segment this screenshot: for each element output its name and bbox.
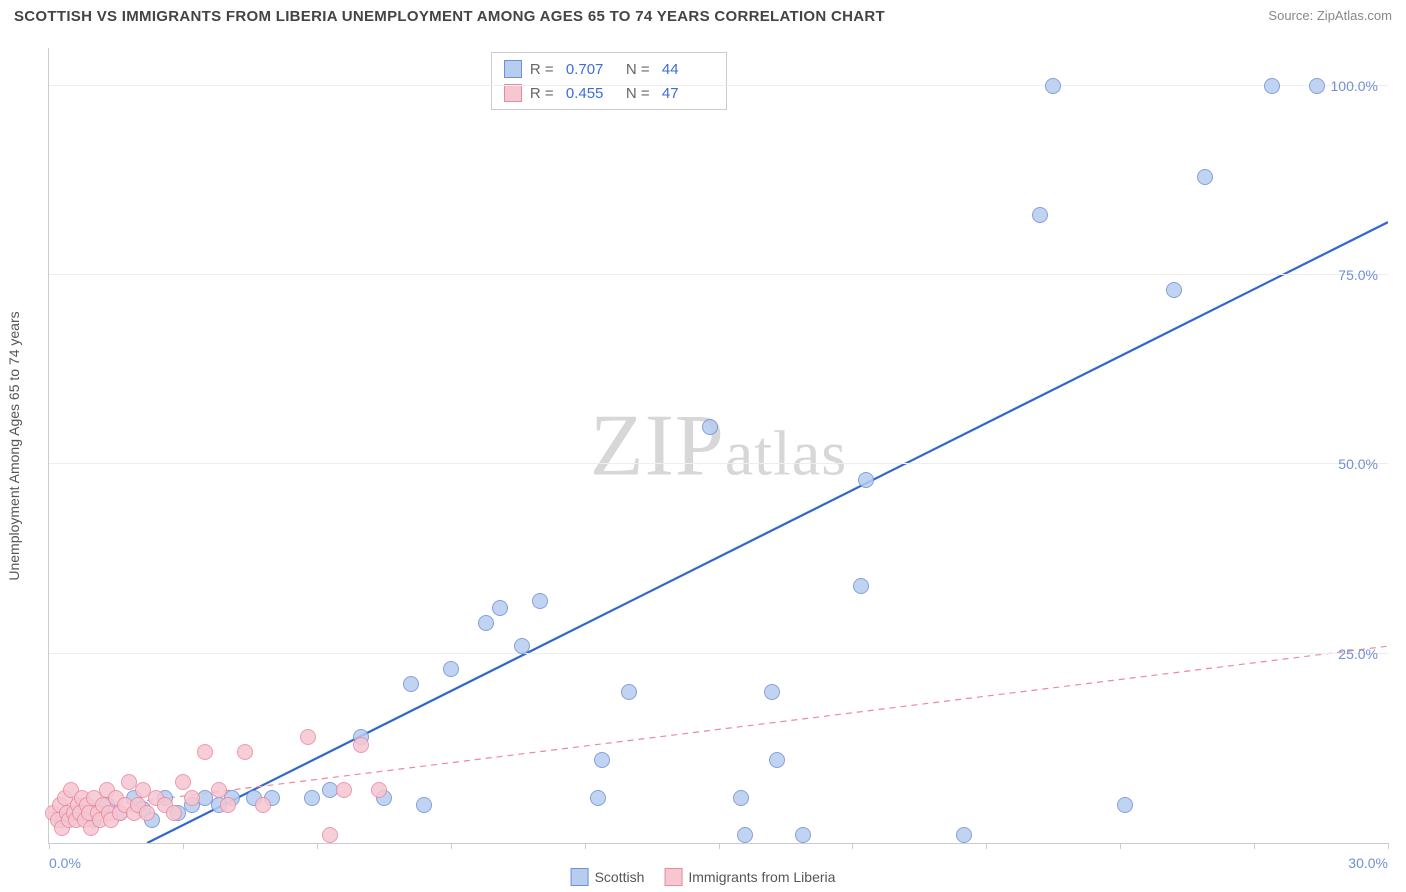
legend-bottom: Scottish Immigrants from Liberia bbox=[571, 868, 836, 886]
data-point bbox=[858, 472, 874, 488]
gridline bbox=[49, 274, 1388, 275]
data-point bbox=[139, 805, 155, 821]
data-point bbox=[737, 827, 753, 843]
x-tick bbox=[585, 843, 586, 849]
r-label-1: R = bbox=[530, 61, 558, 78]
data-point bbox=[733, 790, 749, 806]
gridline bbox=[49, 85, 1388, 86]
x-tick bbox=[49, 843, 50, 849]
x-tick bbox=[1388, 843, 1389, 849]
source-link[interactable]: ZipAtlas.com bbox=[1317, 8, 1392, 23]
data-point bbox=[478, 615, 494, 631]
data-point bbox=[1264, 78, 1280, 94]
y-axis-label: Unemployment Among Ages 65 to 74 years bbox=[6, 311, 22, 580]
n-label-1: N = bbox=[626, 61, 654, 78]
swatch-scottish bbox=[504, 60, 522, 78]
data-point bbox=[403, 676, 419, 692]
data-point bbox=[184, 790, 200, 806]
trend-line bbox=[147, 222, 1388, 843]
n-value-scottish: 44 bbox=[662, 61, 714, 78]
data-point bbox=[255, 797, 271, 813]
data-point bbox=[304, 790, 320, 806]
source-label: Source: bbox=[1268, 8, 1313, 23]
data-point bbox=[621, 684, 637, 700]
y-tick-label: 50.0% bbox=[1338, 456, 1378, 472]
data-point bbox=[532, 593, 548, 609]
trend-lines-layer bbox=[49, 48, 1388, 843]
n-label-2: N = bbox=[626, 85, 654, 102]
x-tick bbox=[719, 843, 720, 849]
data-point bbox=[1166, 282, 1182, 298]
data-point bbox=[336, 782, 352, 798]
swatch-liberia bbox=[504, 84, 522, 102]
data-point bbox=[590, 790, 606, 806]
data-point bbox=[514, 638, 530, 654]
data-point bbox=[416, 797, 432, 813]
data-point bbox=[1032, 207, 1048, 223]
source: Source: ZipAtlas.com bbox=[1268, 8, 1392, 23]
x-tick bbox=[1120, 843, 1121, 849]
data-point bbox=[237, 744, 253, 760]
x-tick bbox=[1254, 843, 1255, 849]
x-tick bbox=[183, 843, 184, 849]
data-point bbox=[1045, 78, 1061, 94]
x-tick bbox=[451, 843, 452, 849]
legend-label-liberia: Immigrants from Liberia bbox=[688, 869, 835, 885]
data-point bbox=[322, 827, 338, 843]
data-point bbox=[702, 419, 718, 435]
data-point bbox=[594, 752, 610, 768]
data-point bbox=[371, 782, 387, 798]
x-tick bbox=[852, 843, 853, 849]
data-point bbox=[1197, 169, 1213, 185]
legend-item-scottish: Scottish bbox=[571, 868, 645, 886]
x-tick-label: 30.0% bbox=[1348, 855, 1388, 871]
y-tick-label: 25.0% bbox=[1338, 646, 1378, 662]
x-tick bbox=[317, 843, 318, 849]
data-point bbox=[853, 578, 869, 594]
data-point bbox=[1117, 797, 1133, 813]
data-point bbox=[166, 805, 182, 821]
gridline bbox=[49, 463, 1388, 464]
legend-item-liberia: Immigrants from Liberia bbox=[664, 868, 835, 886]
y-tick-label: 100.0% bbox=[1331, 78, 1378, 94]
legend-label-scottish: Scottish bbox=[595, 869, 645, 885]
title-bar: SCOTTISH VS IMMIGRANTS FROM LIBERIA UNEM… bbox=[0, 0, 1406, 40]
x-tick bbox=[986, 843, 987, 849]
x-tick-label: 0.0% bbox=[49, 855, 81, 871]
data-point bbox=[492, 600, 508, 616]
legend-swatch-scottish bbox=[571, 868, 589, 886]
legend-swatch-liberia bbox=[664, 868, 682, 886]
chart-title: SCOTTISH VS IMMIGRANTS FROM LIBERIA UNEM… bbox=[14, 8, 885, 25]
r-value-liberia: 0.455 bbox=[566, 85, 618, 102]
plot-area: ZIPatlas R = 0.707 N = 44 R = 0.455 N = … bbox=[48, 48, 1388, 844]
n-value-liberia: 47 bbox=[662, 85, 714, 102]
data-point bbox=[769, 752, 785, 768]
data-point bbox=[443, 661, 459, 677]
data-point bbox=[353, 737, 369, 753]
stats-legend-box: R = 0.707 N = 44 R = 0.455 N = 47 bbox=[491, 52, 727, 110]
y-tick-label: 75.0% bbox=[1338, 267, 1378, 283]
stats-row-scottish: R = 0.707 N = 44 bbox=[504, 57, 714, 81]
data-point bbox=[764, 684, 780, 700]
data-point bbox=[795, 827, 811, 843]
data-point bbox=[300, 729, 316, 745]
trend-line bbox=[49, 646, 1388, 813]
r-value-scottish: 0.707 bbox=[566, 61, 618, 78]
data-point bbox=[956, 827, 972, 843]
r-label-2: R = bbox=[530, 85, 558, 102]
data-point bbox=[1309, 78, 1325, 94]
watermark: ZIPatlas bbox=[590, 395, 847, 496]
gridline bbox=[49, 653, 1388, 654]
data-point bbox=[197, 744, 213, 760]
data-point bbox=[211, 782, 227, 798]
data-point bbox=[220, 797, 236, 813]
data-point bbox=[175, 774, 191, 790]
